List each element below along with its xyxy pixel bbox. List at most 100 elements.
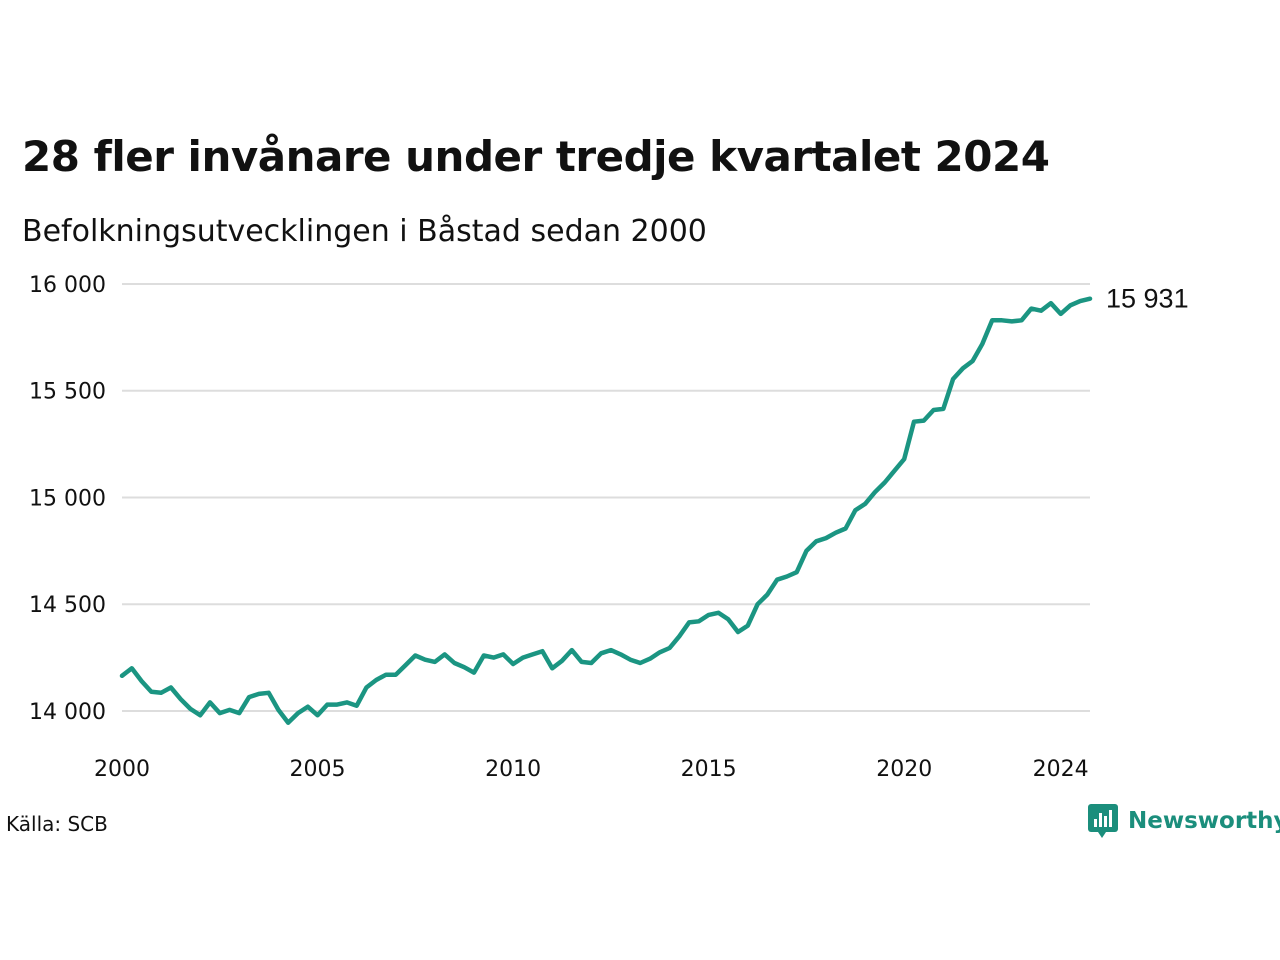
data-point [276, 708, 280, 712]
data-point [658, 650, 662, 654]
data-point [853, 508, 857, 512]
data-point [579, 660, 583, 664]
data-point [707, 613, 711, 617]
data-point [1000, 318, 1004, 322]
end-value-label: 15 931 [1106, 284, 1189, 314]
data-point [188, 707, 192, 711]
data-point [403, 663, 407, 667]
data-point [531, 652, 535, 656]
data-point [814, 539, 818, 543]
series-layer [119, 296, 1093, 725]
chart-subtitle: Befolkningsutvecklingen i Båstad sedan 2… [22, 214, 707, 249]
data-point [443, 652, 447, 656]
data-point [765, 592, 769, 596]
y-tick-label: 14 500 [29, 593, 106, 618]
data-point [1019, 318, 1023, 322]
series-line [119, 296, 1093, 725]
data-point [951, 377, 955, 381]
data-point [961, 366, 965, 370]
data-point [628, 658, 632, 662]
data-point [227, 708, 231, 712]
data-point [1049, 301, 1053, 305]
data-point [736, 630, 740, 634]
data-point [521, 655, 525, 659]
data-point [941, 407, 945, 411]
chart-title: 28 fler invånare under tredje kvartalet … [22, 132, 1050, 181]
x-tick-label: 2015 [681, 757, 737, 782]
data-point [1088, 297, 1092, 301]
data-point [883, 480, 887, 484]
data-point [237, 711, 241, 715]
data-point [648, 657, 652, 661]
x-tick-label: 2005 [290, 757, 346, 782]
data-point [755, 602, 759, 606]
data-point [697, 619, 701, 623]
data-point [990, 318, 994, 322]
data-point [423, 658, 427, 662]
data-point [267, 691, 271, 695]
data-point [1078, 299, 1082, 303]
x-tick-label: 2024 [1033, 757, 1089, 782]
y-axis-tick-labels: 14 000 14 500 15 000 15 500 16 000 [29, 273, 106, 725]
data-point [873, 490, 877, 494]
source-note: Källa: SCB [6, 812, 108, 836]
data-point [843, 526, 847, 530]
data-point [912, 420, 916, 424]
data-point [775, 578, 779, 582]
data-point [413, 653, 417, 657]
brand-name: Newsworthy [1128, 808, 1280, 834]
x-tick-label: 2000 [94, 757, 150, 782]
x-axis-tick-labels: 2000 2005 2010 2015 2020 2024 [94, 757, 1089, 782]
data-point [149, 690, 153, 694]
data-point [980, 342, 984, 346]
data-point [892, 469, 896, 473]
data-point [501, 652, 505, 656]
data-point [804, 549, 808, 553]
data-point [169, 685, 173, 689]
data-point [902, 457, 906, 461]
data-point [1039, 309, 1043, 313]
data-point [863, 502, 867, 506]
data-point [1059, 312, 1063, 316]
brand-logo[interactable]: Newsworthy [1088, 804, 1280, 838]
data-point [599, 651, 603, 655]
data-point [491, 655, 495, 659]
data-point [971, 359, 975, 363]
data-point [315, 713, 319, 717]
data-point [179, 697, 183, 701]
newsworthy-logo-icon [1088, 804, 1118, 838]
data-point [511, 662, 515, 666]
data-point [472, 670, 476, 674]
data-point [540, 649, 544, 653]
x-tick-label: 2020 [876, 757, 932, 782]
data-point [247, 695, 251, 699]
data-point [746, 623, 750, 627]
data-point [130, 666, 134, 670]
data-point [218, 711, 222, 715]
data-point [345, 700, 349, 704]
y-tick-label: 15 500 [29, 380, 106, 405]
data-point [785, 574, 789, 578]
data-point [374, 678, 378, 682]
data-point [296, 711, 300, 715]
data-point [726, 617, 730, 621]
data-point [286, 721, 290, 725]
data-point [931, 408, 935, 412]
data-point [795, 570, 799, 574]
data-point [120, 674, 124, 678]
y-tick-label: 14 000 [29, 700, 106, 725]
y-tick-label: 16 000 [29, 273, 106, 298]
data-point [433, 660, 437, 664]
data-point [355, 704, 359, 708]
data-point [482, 653, 486, 657]
data-point [257, 692, 261, 696]
data-point [667, 646, 671, 650]
data-point [394, 673, 398, 677]
data-point [462, 665, 466, 669]
data-point [834, 531, 838, 535]
data-point [550, 666, 554, 670]
data-point [687, 620, 691, 624]
data-point [335, 702, 339, 706]
data-point [716, 611, 720, 615]
data-point [922, 418, 926, 422]
